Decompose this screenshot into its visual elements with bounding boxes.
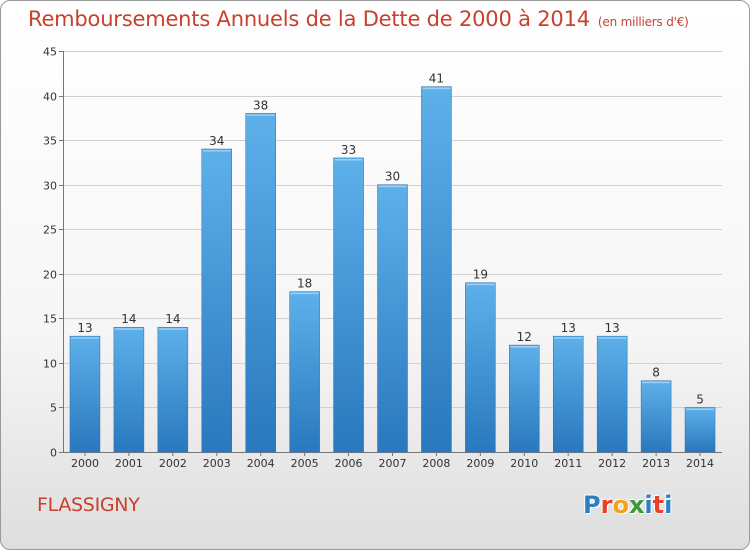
logo-letter: i [664, 491, 673, 519]
bar-highlight [202, 150, 231, 152]
proxiti-logo: Proxiti [583, 491, 672, 519]
commune-name: FLASSIGNY [37, 494, 140, 516]
data-label: 5 [696, 392, 704, 406]
data-label: 13 [561, 321, 576, 335]
bar-highlight [114, 328, 143, 330]
x-tick-label: 2007 [379, 457, 407, 470]
x-tick-label: 2014 [686, 457, 714, 470]
logo-letter: t [652, 491, 665, 519]
x-tick-label: 2012 [598, 457, 626, 470]
bar-highlight [246, 114, 275, 116]
bar [69, 335, 101, 453]
data-label: 34 [209, 134, 224, 148]
x-tick-label: 2013 [642, 457, 670, 470]
bar-highlight [378, 185, 407, 188]
data-label: 41 [429, 72, 444, 86]
bar [596, 335, 628, 453]
bar-highlight [510, 346, 539, 348]
bar-highlight [334, 158, 363, 161]
y-tick-label: 20 [43, 269, 57, 282]
data-label: 14 [121, 312, 136, 326]
x-tick-label: 2004 [247, 457, 275, 470]
bar-highlight [422, 87, 451, 90]
bar [333, 157, 364, 453]
y-tick-label: 25 [43, 224, 57, 237]
chart-title-unit: (en milliers d'€) [597, 15, 689, 29]
bar [289, 291, 320, 453]
y-tick-label: 35 [43, 135, 57, 148]
x-tick-label: 2009 [466, 457, 494, 470]
x-tick-label: 2003 [203, 457, 231, 470]
logo-letter: P [583, 491, 601, 519]
chart-title-text: Remboursements Annuels de la Dette de 20… [28, 7, 590, 31]
bar-highlight [466, 283, 495, 286]
x-tick-label: 2000 [71, 457, 99, 470]
y-tick-label: 0 [50, 447, 57, 460]
logo-letter: o [612, 491, 629, 519]
y-tick-label: 5 [50, 402, 57, 415]
bar-highlight [554, 337, 583, 339]
y-tick-label: 45 [43, 46, 57, 59]
bar [113, 326, 145, 453]
x-tick-label: 2011 [554, 457, 582, 470]
bar-highlight [686, 408, 715, 410]
data-label: 13 [605, 321, 620, 335]
x-tick-label: 2006 [335, 457, 363, 470]
data-label: 30 [385, 170, 400, 184]
bar [552, 335, 584, 453]
bar-highlight [158, 328, 187, 330]
logo-letter: i [644, 491, 653, 519]
y-tick-label: 40 [43, 91, 57, 104]
x-tick-label: 2002 [159, 457, 187, 470]
data-label: 12 [517, 330, 532, 344]
x-tick-label: 2010 [510, 457, 538, 470]
bar [201, 148, 233, 453]
data-label: 18 [297, 277, 312, 291]
data-label: 19 [473, 268, 488, 282]
bar [509, 344, 540, 453]
bar-highlight [642, 381, 671, 384]
bar [684, 407, 716, 453]
bar [377, 184, 408, 453]
y-tick-label: 15 [43, 313, 57, 326]
data-label: 8 [652, 366, 660, 380]
data-label: 14 [165, 312, 180, 326]
data-label: 38 [253, 98, 268, 112]
bar [465, 282, 496, 453]
x-tick-label: 2008 [422, 457, 450, 470]
chart-title: Remboursements Annuels de la Dette de 20… [28, 7, 689, 31]
bar [157, 326, 189, 453]
y-tick-label: 10 [43, 358, 57, 371]
bar-highlight [70, 337, 99, 339]
bar [640, 380, 672, 453]
bar-highlight [290, 292, 319, 295]
logo-letter: r [600, 491, 613, 519]
bar-highlight [598, 337, 627, 339]
bar [245, 113, 276, 453]
x-tick-label: 2005 [291, 457, 319, 470]
bar [421, 86, 452, 453]
data-label: 13 [77, 321, 92, 335]
data-label: 33 [341, 143, 356, 157]
x-tick-label: 2001 [115, 457, 143, 470]
logo-letter: x [628, 491, 645, 519]
y-tick-label: 30 [43, 180, 57, 193]
